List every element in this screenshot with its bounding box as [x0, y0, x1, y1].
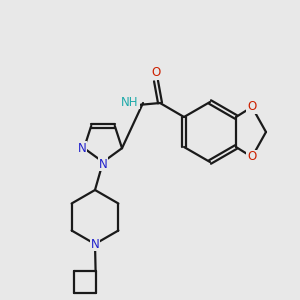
Text: N: N: [99, 158, 107, 170]
Text: NH: NH: [121, 95, 139, 109]
Text: O: O: [248, 100, 256, 113]
Text: N: N: [91, 238, 99, 250]
Text: N: N: [78, 142, 86, 155]
Text: O: O: [152, 67, 160, 80]
Text: O: O: [248, 151, 256, 164]
